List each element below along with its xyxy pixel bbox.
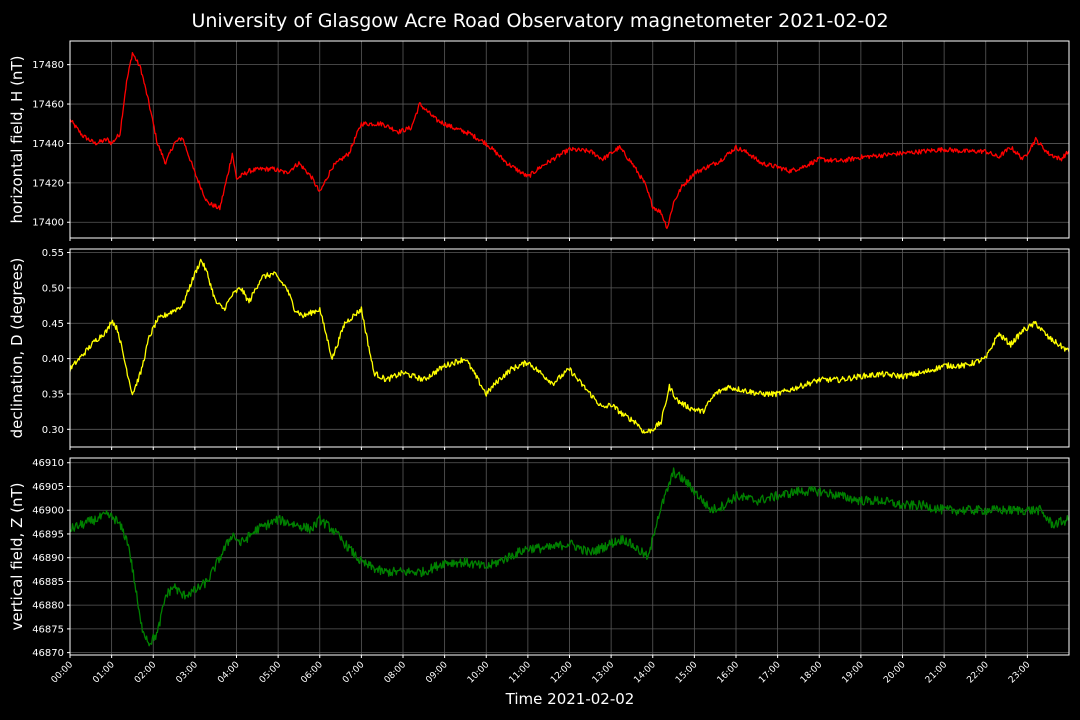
x-tick-label: 09:00: [424, 660, 450, 686]
x-tick-label: 23:00: [1007, 660, 1033, 686]
axes-frame: [69, 248, 1070, 448]
y-tick-label: 0.30: [42, 425, 64, 436]
x-tick-label: 03:00: [175, 660, 201, 686]
x-tick-label: 21:00: [924, 660, 950, 686]
x-tick-label: 11:00: [508, 660, 534, 686]
y-tick-label: 0.35: [42, 389, 64, 400]
x-tick-label: 06:00: [299, 660, 325, 686]
x-tick-label: 22:00: [965, 660, 991, 686]
y-tick-label: 17480: [32, 60, 64, 71]
y-tick-label: 46900: [32, 506, 64, 517]
y-tick-label: 0.55: [42, 248, 64, 259]
series-line-vertical: [70, 467, 1069, 647]
y-axis-label: declination, D (degrees): [8, 258, 26, 439]
y-tick-label: 46895: [32, 529, 64, 540]
x-tick-label: 18:00: [799, 660, 825, 686]
panel-vertical: 00:00 01:00 02:00 03:00 04:00 05:00 06:00 07:00…: [8, 457, 1070, 686]
y-tick-label: 46885: [32, 577, 64, 588]
y-tick-label: 17440: [32, 139, 64, 150]
y-tick-label: 46890: [32, 553, 64, 564]
x-tick-label: 12:00: [549, 660, 575, 686]
axes-frame: [69, 457, 1070, 656]
y-tick-label: 46905: [32, 482, 64, 493]
y-tick-label: 0.50: [42, 283, 64, 294]
y-tick-label: 17420: [32, 178, 64, 189]
x-tick-label: 13:00: [591, 660, 617, 686]
y-axis-label: horizontal field, H (nT): [8, 56, 26, 224]
x-tick-label: 20:00: [882, 660, 908, 686]
y-tick-label: 46870: [32, 648, 64, 659]
x-tick-label: 04:00: [216, 660, 242, 686]
x-tick-label: 07:00: [341, 660, 367, 686]
x-tick-label: 10:00: [466, 660, 492, 686]
panel-horizontal: 17400 17420 17440 17460 17480 horizontal fiel…: [8, 40, 1070, 241]
x-tick-label: 16:00: [716, 660, 742, 686]
y-tick-label: 17400: [32, 218, 64, 229]
axes-frame: [69, 40, 1070, 239]
x-tick-label: 17:00: [757, 660, 783, 686]
y-tick-label: 46875: [32, 624, 64, 635]
x-tick-label: 14:00: [632, 660, 658, 686]
x-tick-label: 01:00: [91, 660, 117, 686]
series-line-horizontal: [70, 51, 1069, 230]
y-tick-label: 17460: [32, 100, 64, 111]
x-tick-label: 05:00: [258, 660, 284, 686]
y-axis-label: vertical field, Z (nT): [8, 482, 26, 630]
x-tick-label: 15:00: [674, 660, 700, 686]
panel-declination: 0.30 0.35 0.40 0.45 0.50 0.55 declination, D (…: [8, 248, 1070, 450]
y-tick-label: 0.45: [42, 319, 64, 330]
x-axis-label: Time 2021-02-02: [505, 690, 635, 708]
y-tick-label: 0.40: [42, 354, 64, 365]
y-tick-label: 46910: [32, 458, 64, 469]
y-tick-label: 46880: [32, 601, 64, 612]
x-tick-label: 00:00: [50, 660, 76, 686]
x-tick-label: 02:00: [133, 660, 159, 686]
series-line-declination: [70, 258, 1069, 434]
x-tick-label: 08:00: [383, 660, 409, 686]
chart-title: University of Glasgow Acre Road Observat…: [191, 10, 889, 32]
x-tick-label: 19:00: [841, 660, 867, 686]
